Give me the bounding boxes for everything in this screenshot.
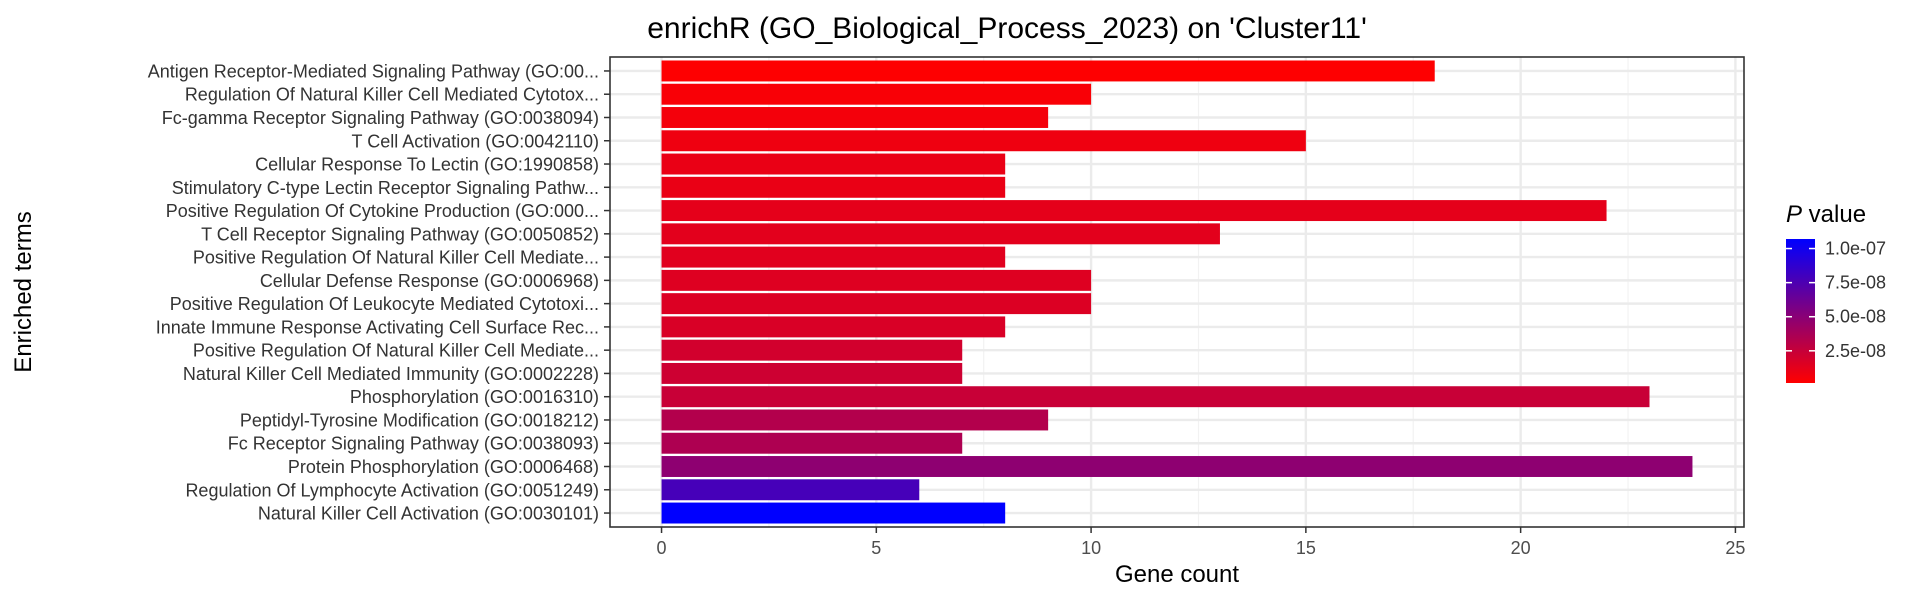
y-tick-label: Stimulatory C-type Lectin Receptor Signa…	[172, 178, 599, 198]
bars	[661, 60, 1693, 524]
legend-ticks: 1.0e-07 7.5e-08 5.0e-08 2.5e-08	[1786, 239, 1886, 361]
y-tick-label: Innate Immune Response Activating Cell S…	[156, 317, 599, 337]
bar	[661, 60, 1435, 82]
y-tick-label: Regulation Of Natural Killer Cell Mediat…	[185, 85, 599, 105]
bar	[661, 200, 1607, 222]
legend-title-italic: P	[1786, 201, 1802, 228]
y-tick-label: Positive Regulation Of Natural Killer Ce…	[193, 248, 599, 268]
plot-border	[609, 56, 1745, 528]
y-tick-labels: Antigen Receptor-Mediated Signaling Path…	[148, 61, 610, 524]
chart-title: enrichR (GO_Biological_Process_2023) on …	[647, 12, 1367, 45]
x-tick-label: 10	[1081, 538, 1101, 558]
bar	[661, 479, 920, 501]
y-tick-label: Fc Receptor Signaling Pathway (GO:003809…	[228, 434, 599, 454]
bar	[661, 246, 1006, 268]
x-tick-label: 20	[1511, 538, 1531, 558]
y-axis-title: Enriched terms	[10, 211, 37, 372]
x-tick-label: 15	[1296, 538, 1316, 558]
y-tick-label: Positive Regulation Of Natural Killer Ce…	[193, 341, 599, 361]
bar	[661, 130, 1306, 152]
x-tick-label: 5	[871, 538, 881, 558]
bar	[661, 456, 1693, 477]
x-tick-label: 0	[657, 538, 667, 558]
bar	[661, 269, 1092, 291]
bar	[661, 386, 1650, 408]
legend: P value 1.0e-07 7.5e-08 5.0e-08 2.5e-08	[1786, 201, 1886, 383]
bar	[661, 339, 963, 361]
y-tick-label: Fc-gamma Receptor Signaling Pathway (GO:…	[162, 108, 599, 128]
y-tick-label: Phosphorylation (GO:0016310)	[350, 387, 599, 407]
bar	[661, 362, 963, 384]
legend-tick-label: 7.5e-08	[1825, 273, 1886, 293]
x-axis-title: Gene count	[1115, 561, 1239, 588]
y-tick-label: Antigen Receptor-Mediated Signaling Path…	[148, 61, 599, 81]
legend-title-rest: value	[1802, 201, 1866, 228]
bar	[661, 83, 1092, 105]
y-tick-label: Natural Killer Cell Mediated Immunity (G…	[183, 364, 599, 384]
bar	[661, 316, 1006, 338]
legend-colorbar	[1786, 239, 1815, 383]
y-tick-label: Positive Regulation Of Leukocyte Mediate…	[170, 294, 599, 314]
bar	[661, 153, 1006, 175]
legend-tick-label: 1.0e-07	[1825, 239, 1886, 259]
legend-tick-label: 5.0e-08	[1825, 307, 1886, 327]
bar	[661, 293, 1092, 315]
y-tick-label: Natural Killer Cell Activation (GO:00301…	[258, 504, 599, 524]
y-tick-label: Regulation Of Lymphocyte Activation (GO:…	[185, 480, 599, 500]
x-tick-label: 25	[1725, 538, 1745, 558]
legend-title: P value	[1786, 201, 1866, 228]
bar	[661, 107, 1049, 128]
bar	[661, 176, 1006, 198]
y-tick-label: Cellular Defense Response (GO:0006968)	[260, 271, 599, 291]
bar	[661, 432, 963, 454]
y-tick-label: T Cell Activation (GO:0042110)	[352, 131, 599, 151]
y-tick-label: Peptidyl-Tyrosine Modification (GO:00182…	[240, 410, 599, 430]
bar	[661, 502, 1006, 524]
y-tick-label: Cellular Response To Lectin (GO:1990858)	[255, 155, 599, 175]
y-tick-label: Protein Phosphorylation (GO:0006468)	[288, 457, 599, 477]
x-tick-labels: 0 5 10 15 20 25	[657, 527, 1745, 558]
bar	[661, 409, 1049, 431]
y-tick-label: Positive Regulation Of Cytokine Producti…	[166, 201, 599, 221]
y-tick-label: T Cell Receptor Signaling Pathway (GO:00…	[201, 224, 599, 244]
bar	[661, 223, 1220, 245]
legend-tick-label: 2.5e-08	[1825, 341, 1886, 361]
